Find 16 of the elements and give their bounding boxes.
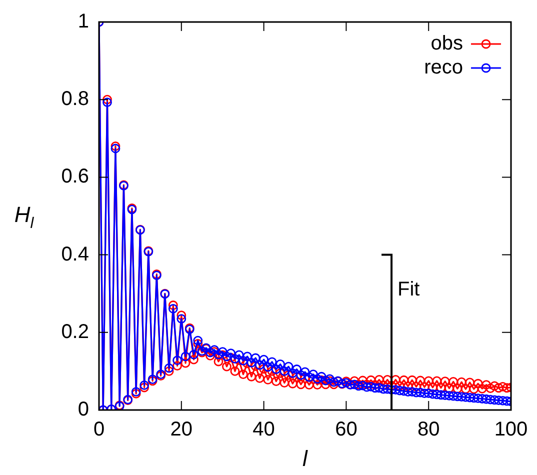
ref-line-label: Fit bbox=[398, 278, 420, 300]
y-tick-label: 0 bbox=[78, 398, 89, 421]
y-tick-label: 0.4 bbox=[61, 243, 89, 266]
x-axis-title: l bbox=[302, 446, 309, 472]
legend-label: obs bbox=[430, 32, 463, 55]
y-tick-label: 0.8 bbox=[61, 88, 89, 110]
x-tick-label: 80 bbox=[417, 418, 440, 441]
x-tick-label: 100 bbox=[494, 418, 528, 441]
legend-label: reco bbox=[424, 56, 463, 79]
y-tick-label: 1 bbox=[78, 10, 89, 33]
x-tick-label: 60 bbox=[335, 418, 358, 441]
x-tick-label: 40 bbox=[252, 418, 275, 441]
x-tick-label: 0 bbox=[93, 418, 105, 441]
x-tick-label: 20 bbox=[170, 418, 193, 441]
y-tick-label: 0.6 bbox=[61, 166, 89, 188]
y-tick-label: 0.2 bbox=[61, 320, 89, 343]
